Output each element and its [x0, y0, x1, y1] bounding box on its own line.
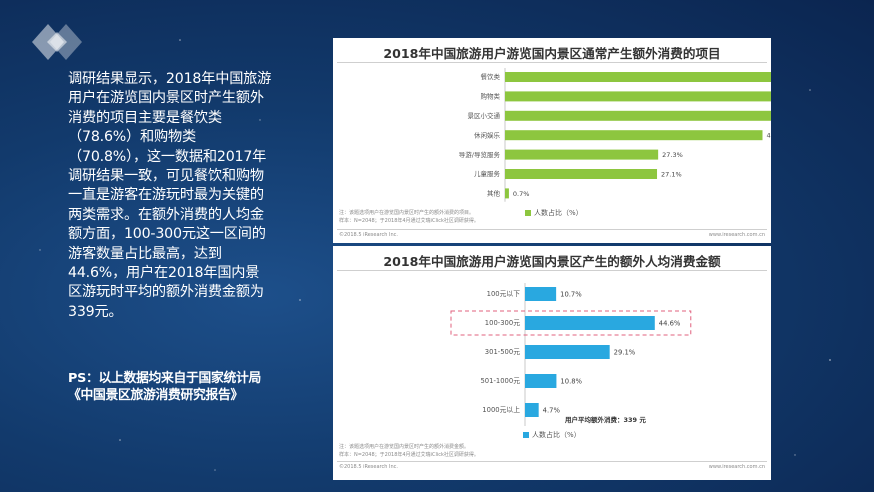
category-label: 休闲娱乐	[474, 130, 501, 139]
data-label: 27.3%	[662, 151, 683, 159]
chart-panel-spending-amount: 2018年中国旅游用户游览国内景区产生的额外人均消费金额 100元以下 10.7%…	[333, 246, 771, 480]
bar	[505, 91, 771, 102]
legend-swatch	[525, 210, 531, 216]
chart-sample: 样本：N=2048；于2018年4月通过艾瑞iClick社区调研获得。	[339, 218, 479, 224]
bar	[505, 130, 763, 141]
bar	[525, 316, 655, 330]
bar-chart-spending-amount: 100元以下 10.7% 100-300元 44.6% 301-500元 29.1% 501…	[450, 283, 692, 426]
chart-title: 2018年中国旅游用户游览国内景区产生的额外人均消费金额	[383, 254, 721, 269]
bar	[525, 345, 610, 359]
category-label: 501-1000元	[480, 377, 520, 385]
bar	[505, 110, 771, 121]
chart-footnote: 注：该题选项用户在游览国内景区时产生的额外消费金额。	[339, 444, 470, 450]
bar	[525, 403, 539, 417]
chart-source: ©2018.5 iResearch Inc.	[339, 464, 398, 470]
chart-legend: 人数占比（%）	[523, 430, 581, 440]
data-label: 10.8%	[560, 377, 582, 385]
legend-label: 人数占比（%）	[532, 431, 581, 439]
category-label: 100-300元	[485, 319, 520, 327]
category-label: 儿童服务	[474, 169, 501, 178]
chart-footnote: 注：该题选项用户在游览国内景区时产生的额外消费的项目。	[339, 210, 475, 216]
data-label: 29.1%	[614, 348, 636, 356]
bar-chart-extra-items: 餐饮类78.6%购物类70.8%景区小交通58.7%休闲娱乐45.9%导游/导览…	[459, 68, 771, 202]
category-label: 其他	[487, 189, 501, 198]
chart-legend: 人数占比（%）	[525, 208, 583, 218]
footer-divider	[337, 229, 767, 230]
title-divider	[337, 270, 767, 271]
category-label: 购物类	[481, 92, 501, 101]
chart-sample: 样本：N=2048；于2018年4月通过艾瑞iClick社区调研获得。	[339, 452, 479, 458]
bar	[505, 72, 771, 82]
summary-text: 调研结果显示，2018年中国旅游用户在游览国内景区时产生额外消费的项目主要是餐饮…	[68, 71, 272, 320]
bar	[505, 149, 659, 160]
category-label: 导游/导览服务	[459, 150, 501, 159]
chart-panel-extra-items: 2018年中国旅游用户游览国内景区通常产生额外消费的项目 餐饮类78.6%购物类…	[333, 38, 771, 243]
data-label: 44.6%	[659, 319, 681, 327]
diamond-logo-icon	[32, 24, 82, 60]
data-label: 0.7%	[513, 190, 530, 198]
bar	[525, 374, 557, 388]
highlight-box	[450, 310, 692, 336]
source-note: PS：以上数据均来自于国家统计局《中国景区旅游消费研究报告》	[68, 371, 261, 403]
category-label: 餐饮类	[481, 72, 501, 81]
bar	[505, 188, 509, 199]
data-label: 45.9%	[766, 132, 771, 140]
data-label: 4.7%	[543, 406, 561, 414]
legend-swatch	[523, 432, 529, 438]
footer-divider	[337, 461, 767, 462]
chart-title: 2018年中国旅游用户游览国内景区通常产生额外消费的项目	[383, 46, 721, 61]
category-label: 100元以下	[487, 290, 521, 298]
category-label: 301-500元	[485, 348, 520, 356]
average-spending-note: 用户平均额外消费：339 元	[565, 416, 646, 424]
category-label: 1000元以上	[482, 405, 520, 414]
data-label: 10.7%	[560, 290, 582, 298]
chart-source: ©2018.5 iResearch Inc.	[339, 232, 398, 238]
bar	[525, 287, 557, 301]
category-label: 景区小交通	[468, 111, 501, 120]
data-label: 27.1%	[661, 170, 682, 178]
title-divider	[337, 62, 767, 63]
bar	[505, 169, 658, 179]
chart-source-right: www.iresearch.com.cn	[708, 464, 765, 470]
chart-source-right: www.iresearch.com.cn	[708, 232, 765, 238]
legend-label: 人数占比（%）	[534, 209, 583, 217]
